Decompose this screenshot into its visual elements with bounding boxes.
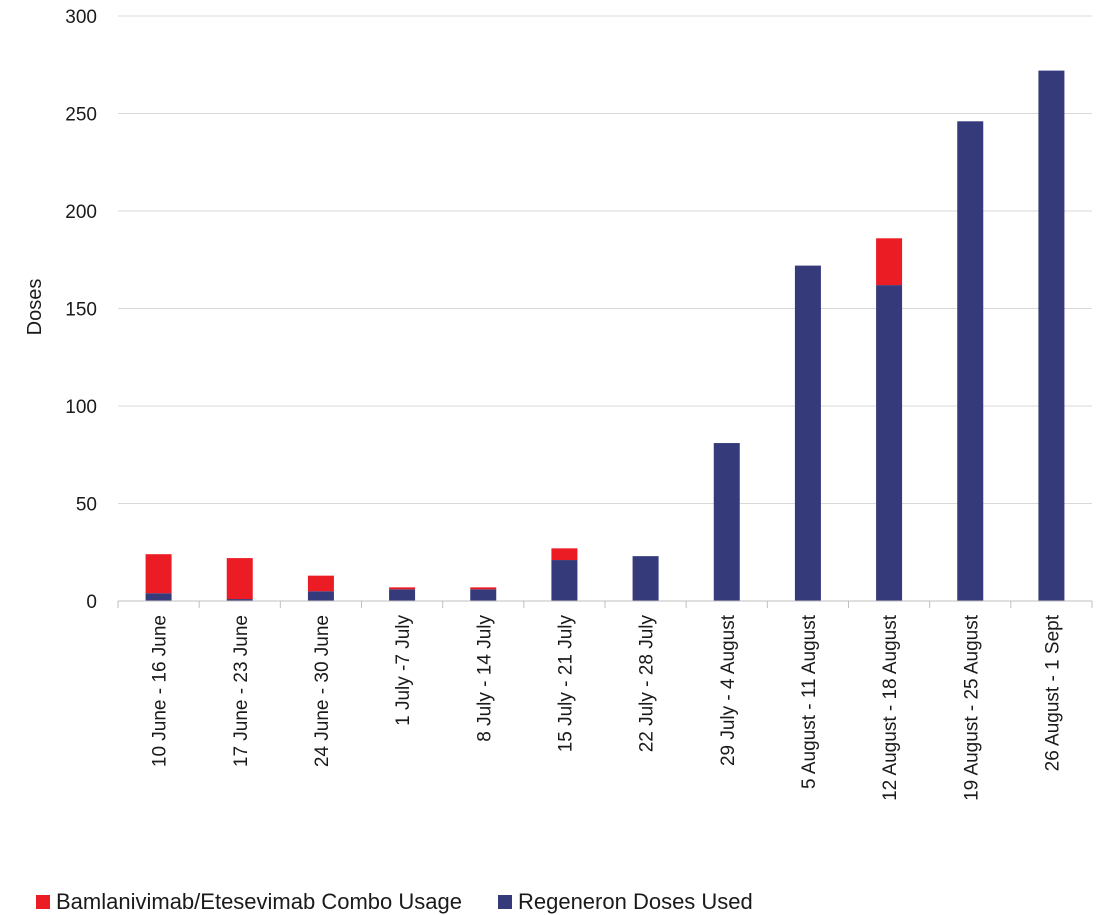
x-category-label: 10 June - 16 June (150, 615, 171, 767)
x-category-label: 24 June - 30 June (312, 615, 333, 767)
bar-regeneron (632, 556, 659, 601)
x-category-label: 5 August - 11 August (799, 614, 820, 789)
bar-regeneron (794, 265, 821, 601)
bar-regeneron (1038, 70, 1065, 602)
legend-swatch-regeneron (497, 895, 512, 909)
bar-chart: 0 50 100 150 200 250 300 10 June - 16 June 17 J… (24, 7, 1093, 801)
y-tick-label: 100 (65, 397, 97, 418)
x-axis-category-labels: 10 June - 16 June 17 June - 23 June 24 Jun… (150, 614, 1064, 801)
x-category-label: 17 June - 23 June (231, 615, 252, 767)
y-tick-label: 150 (65, 300, 97, 321)
bars (145, 70, 1065, 602)
y-axis-ticks: 0 50 100 150 200 250 300 (65, 7, 97, 613)
legend-item-regeneron: Regeneron Doses Used (497, 889, 753, 915)
legend: Bamlanivimab/Etesevimab Combo Usage Rege… (36, 889, 789, 915)
bar-regeneron (145, 593, 172, 601)
bar-regeneron (307, 591, 334, 601)
bar-bamlanivimab (226, 558, 253, 600)
bar-bamlanivimab (307, 575, 334, 592)
y-tick-label: 200 (65, 202, 97, 223)
x-category-label: 19 August - 25 August (961, 614, 982, 801)
y-tick-label: 0 (86, 592, 97, 613)
x-category-label: 29 July - 4 August (718, 614, 739, 766)
x-category-label: 12 August - 18 August (880, 614, 901, 801)
bar-regeneron (226, 599, 253, 601)
x-category-label: 26 August - 1 Sept (1042, 614, 1063, 771)
y-tick-label: 50 (76, 495, 97, 516)
bar-regeneron (470, 589, 497, 601)
legend-swatch-bamlanivimab (36, 895, 50, 909)
legend-label-regeneron: Regeneron Doses Used (517, 889, 753, 914)
bar-bamlanivimab (551, 548, 578, 561)
legend-label-bamlanivimab: Bamlanivimab/Etesevimab Combo Usage (56, 889, 462, 914)
x-category-label: 8 July - 14 July (474, 615, 495, 742)
x-category-label: 1 July -7 July (393, 615, 414, 726)
y-tick-label: 250 (65, 105, 97, 126)
bar-regeneron (389, 589, 416, 601)
bar-regeneron (551, 560, 578, 601)
legend-item-bamlanivimab: Bamlanivimab/Etesevimab Combo Usage (36, 889, 462, 915)
bar-bamlanivimab (389, 587, 416, 590)
x-axis (117, 600, 1093, 608)
bar-bamlanivimab (145, 554, 172, 594)
y-axis-label: Doses (24, 279, 46, 336)
y-tick-label: 300 (65, 7, 97, 28)
bar-regeneron (957, 121, 984, 602)
bar-regeneron (713, 443, 740, 601)
x-category-label: 22 July - 28 July (637, 615, 658, 753)
bar-bamlanivimab (876, 238, 903, 286)
x-category-label: 15 July - 21 July (555, 615, 576, 753)
gridlines (118, 15, 1092, 504)
bar-regeneron (876, 285, 903, 601)
bar-bamlanivimab (470, 587, 497, 590)
